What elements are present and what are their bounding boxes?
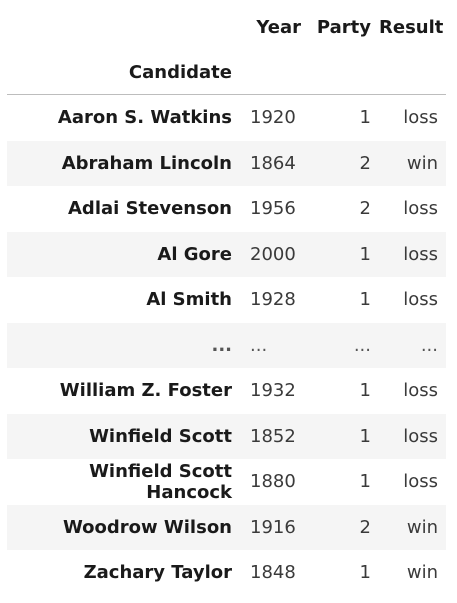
column-header-party: Party xyxy=(316,16,371,38)
table-row: Adlai Stevenson 1956 2 loss xyxy=(7,186,446,232)
result-cell: loss xyxy=(403,380,438,402)
party-cell: ... xyxy=(353,334,371,356)
party-cell: 1 xyxy=(359,471,371,493)
index-header-spacer xyxy=(379,50,446,95)
result-cell: loss xyxy=(403,289,438,311)
result-cell: loss xyxy=(403,107,438,129)
party-cell: 2 xyxy=(359,198,371,220)
party-cell: 1 xyxy=(359,107,371,129)
index-header-row: Candidate xyxy=(7,50,446,95)
index-header-spacer xyxy=(309,50,379,95)
year-cell: 1864 xyxy=(250,152,296,174)
result-cell: win xyxy=(406,562,438,584)
result-cell: loss xyxy=(403,471,438,493)
result-cell: win xyxy=(406,516,438,538)
column-header-year: Year xyxy=(256,16,301,38)
corner-cell xyxy=(7,4,240,50)
year-cell: 1852 xyxy=(250,425,296,447)
year-cell: 1920 xyxy=(250,107,296,129)
ellipsis-row: ............ xyxy=(7,322,446,368)
table-row: Al Smith 1928 1 loss xyxy=(7,277,446,323)
party-cell: 1 xyxy=(359,289,371,311)
table-row: Woodrow Wilson 1916 2 win xyxy=(7,504,446,550)
year-cell: ... xyxy=(250,334,268,356)
year-cell: 1956 xyxy=(250,198,296,220)
party-cell: 1 xyxy=(359,243,371,265)
result-cell: loss xyxy=(403,243,438,265)
candidate-cell: Aaron S. Watkins xyxy=(57,107,232,129)
candidate-cell: Woodrow Wilson xyxy=(62,516,232,538)
candidate-cell: Al Gore xyxy=(157,243,232,265)
column-header-result: Result xyxy=(379,16,444,38)
table-row: Aaron S. Watkins 1920 1 loss xyxy=(7,95,446,141)
year-cell: 2000 xyxy=(250,243,296,265)
table-body: Aaron S. Watkins 1920 1 loss Abraham Lincoln… xyxy=(7,95,446,596)
party-cell: 1 xyxy=(359,380,371,402)
candidate-cell: Abraham Lincoln xyxy=(61,152,232,174)
index-name-header: Candidate xyxy=(128,61,232,83)
result-cell: win xyxy=(406,152,438,174)
table-row: Winfield Scott 1852 1 loss xyxy=(7,413,446,459)
year-cell: 1932 xyxy=(250,380,296,402)
table-row: Abraham Lincoln 1864 2 win xyxy=(7,140,446,186)
table-header: Year Party Result Candidate xyxy=(7,4,446,95)
party-cell: 2 xyxy=(359,152,371,174)
candidates-table: Year Party Result Candidate Aaron S. Wat… xyxy=(7,4,446,596)
candidate-cell: Zachary Taylor xyxy=(83,562,232,584)
table-row: William Z. Foster 1932 1 loss xyxy=(7,368,446,414)
result-cell: ... xyxy=(420,334,438,356)
index-header-spacer xyxy=(240,50,309,95)
candidate-cell: Al Smith xyxy=(146,289,232,311)
candidate-cell: Winfield Scott Hancock xyxy=(89,460,232,503)
year-cell: 1928 xyxy=(250,289,296,311)
party-cell: 2 xyxy=(359,516,371,538)
year-cell: 1848 xyxy=(250,562,296,584)
table-row: Winfield Scott Hancock 1880 1 loss xyxy=(7,459,446,505)
table-row: Zachary Taylor 1848 1 win xyxy=(7,550,446,596)
year-cell: 1916 xyxy=(250,516,296,538)
candidate-cell: William Z. Foster xyxy=(59,380,232,402)
table-row: Al Gore 2000 1 loss xyxy=(7,231,446,277)
candidate-cell: ... xyxy=(211,334,232,356)
result-cell: loss xyxy=(403,425,438,447)
year-cell: 1880 xyxy=(250,471,296,493)
column-header-row: Year Party Result xyxy=(7,4,446,50)
candidate-cell: Winfield Scott xyxy=(89,425,232,447)
dataframe-output: Year Party Result Candidate Aaron S. Wat… xyxy=(7,4,446,596)
party-cell: 1 xyxy=(359,562,371,584)
result-cell: loss xyxy=(403,198,438,220)
candidate-cell: Adlai Stevenson xyxy=(68,198,232,220)
party-cell: 1 xyxy=(359,425,371,447)
